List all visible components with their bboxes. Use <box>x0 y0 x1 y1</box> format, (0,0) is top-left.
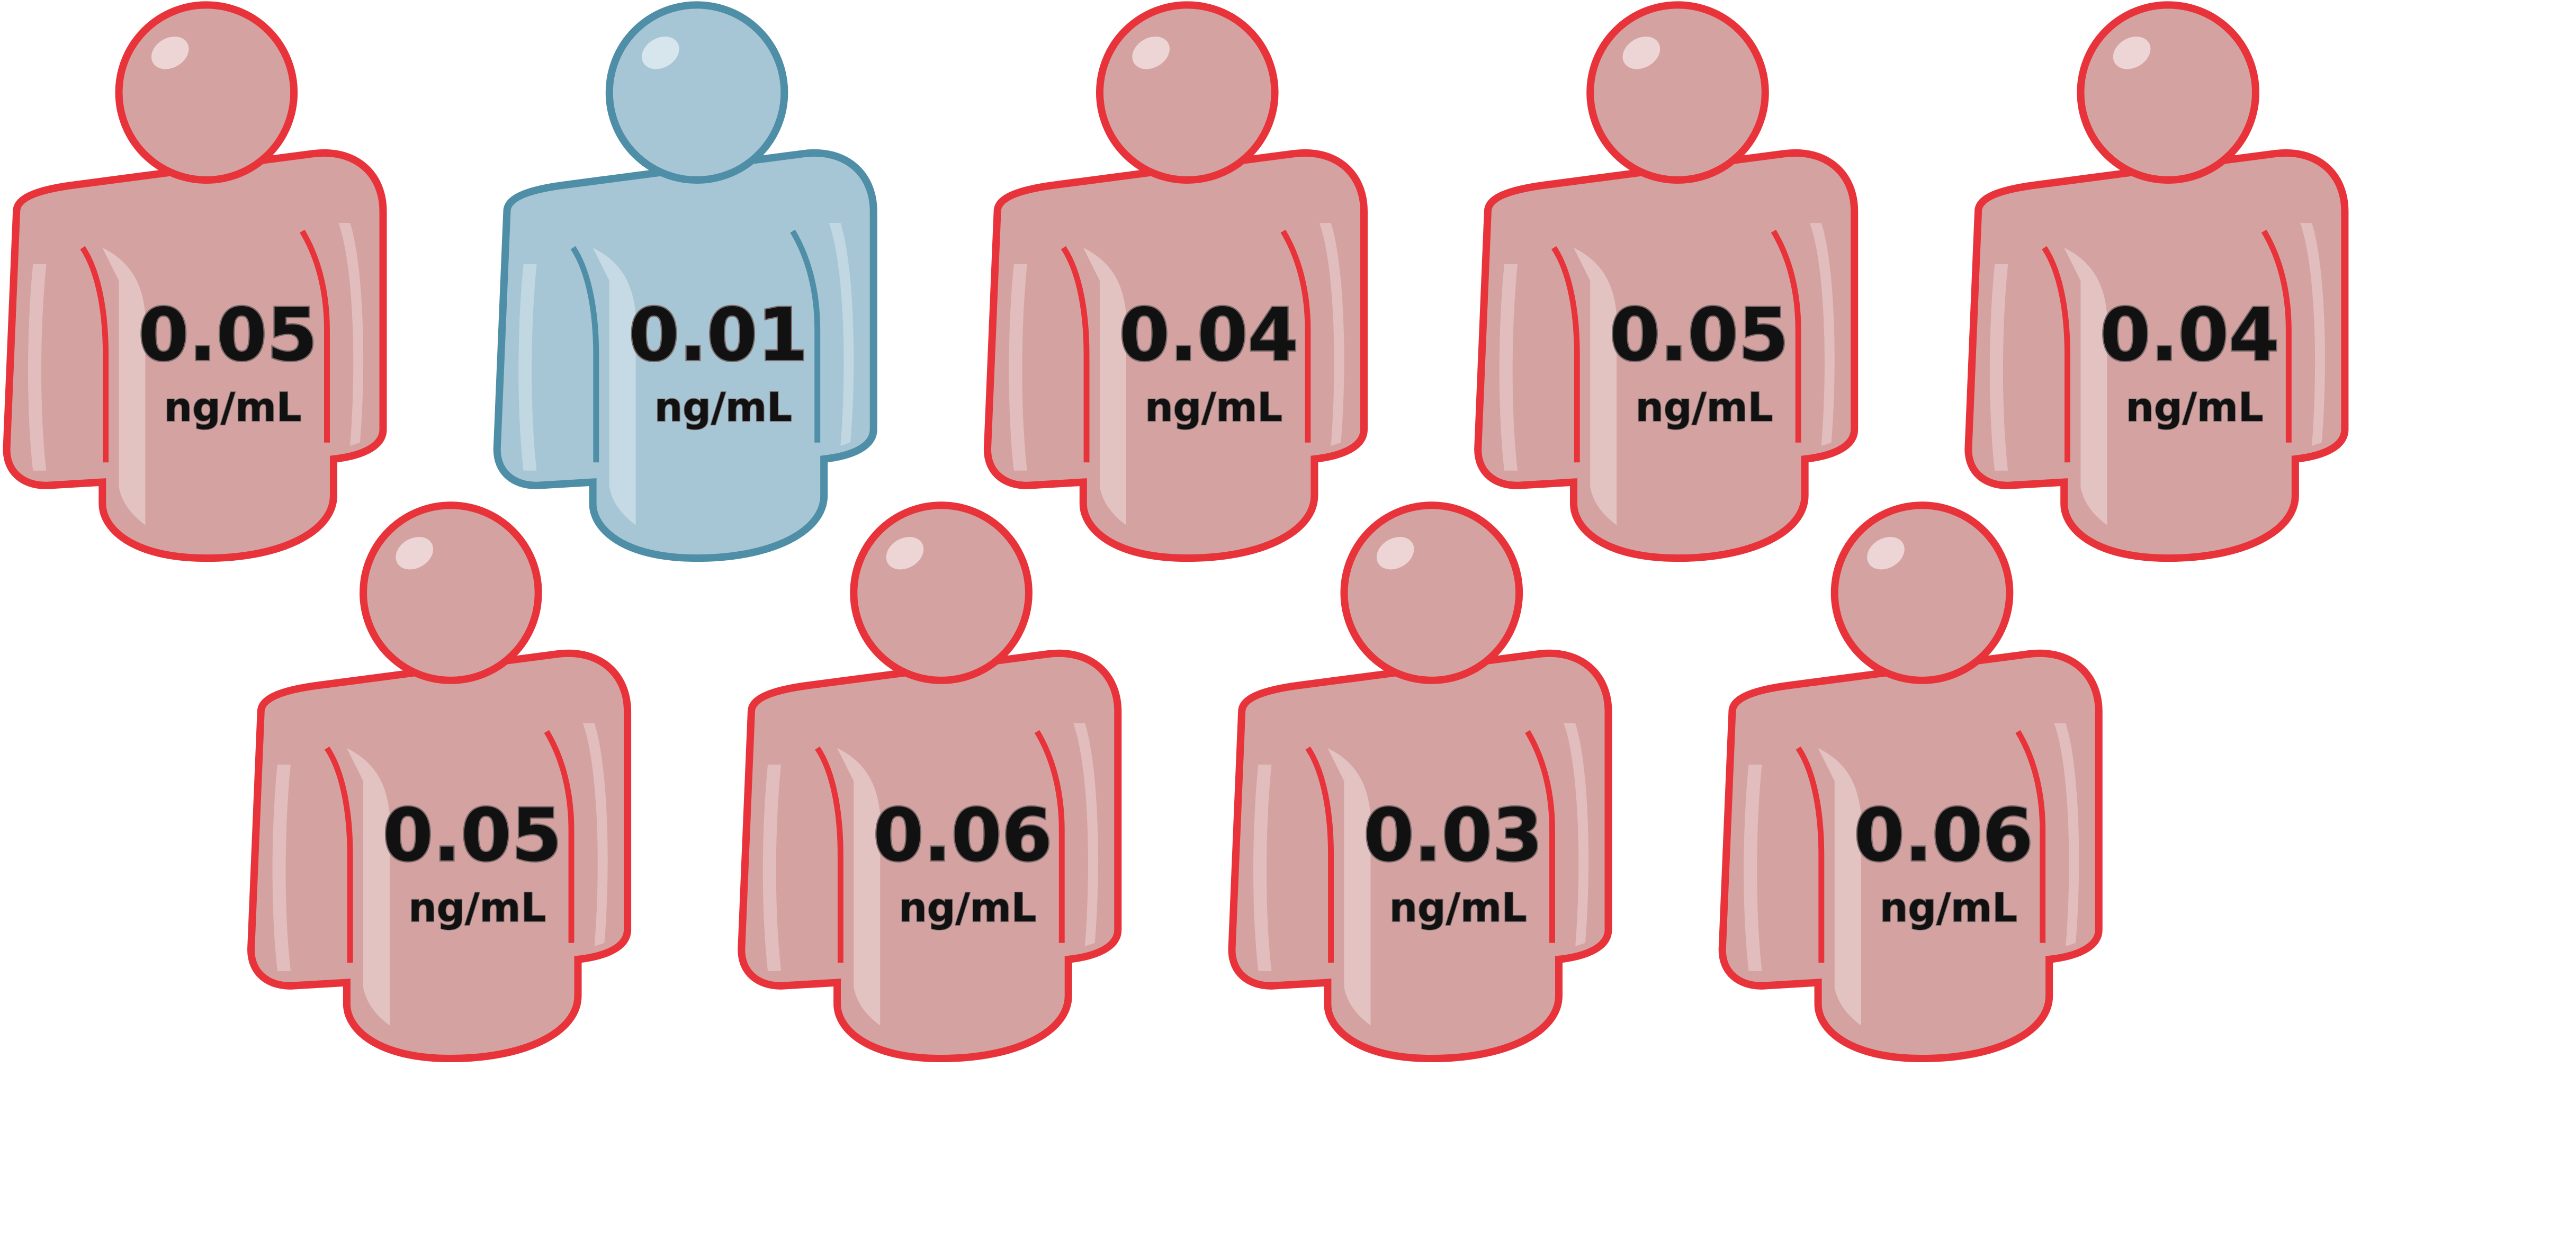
person-icon <box>247 649 632 1063</box>
person-head <box>1340 501 1523 684</box>
person-head <box>360 501 542 684</box>
person-unit: ng/mL <box>654 384 792 430</box>
person-value: 0.01 <box>629 293 808 378</box>
person-value: 0.06 <box>873 794 1053 878</box>
person-icon <box>1474 149 1859 562</box>
person-unit: ng/mL <box>1389 885 1527 931</box>
person-figure: 0.06 ng/mL <box>738 501 1122 1063</box>
person-value: 0.05 <box>383 794 562 878</box>
person-figure: 0.05 ng/mL <box>247 501 632 1063</box>
person-value: 0.06 <box>1854 794 2033 878</box>
person-value: 0.03 <box>1363 794 1543 878</box>
person-figure: 0.01 ng/mL <box>493 1 877 562</box>
person-unit: ng/mL <box>2126 384 2264 430</box>
person-unit: ng/mL <box>1145 384 1282 430</box>
person-unit: ng/mL <box>899 885 1037 931</box>
person-value: 0.05 <box>138 293 318 378</box>
person-head <box>2077 1 2260 184</box>
person-figure: 0.06 ng/mL <box>1718 501 2103 1063</box>
person-icon <box>983 149 1368 562</box>
person-unit: ng/mL <box>1880 885 2017 931</box>
person-icon <box>1228 649 1612 1063</box>
person-icon <box>1718 649 2103 1063</box>
person-icon <box>738 649 1122 1063</box>
person-head <box>1096 1 1279 184</box>
person-head <box>1830 501 2014 684</box>
person-head <box>850 501 1033 684</box>
person-icon <box>3 149 387 562</box>
person-value: 0.04 <box>1119 293 1299 378</box>
person-icon <box>493 149 877 562</box>
person-figure: 0.03 ng/mL <box>1228 501 1612 1063</box>
person-unit: ng/mL <box>1635 384 1773 430</box>
person-figure: 0.04 ng/mL <box>1964 1 2349 562</box>
person-unit: ng/mL <box>408 885 546 931</box>
person-value: 0.05 <box>1610 293 1789 378</box>
person-value: 0.04 <box>2100 293 2279 378</box>
person-figure: 0.05 ng/mL <box>1474 1 1859 562</box>
person-figure: 0.05 ng/mL <box>3 1 387 562</box>
person-head <box>115 1 298 184</box>
person-head <box>1586 1 1769 184</box>
person-figure: 0.04 ng/mL <box>983 1 1368 562</box>
person-head <box>605 1 788 184</box>
person-unit: ng/mL <box>164 384 302 430</box>
person-icon <box>1964 149 2349 562</box>
